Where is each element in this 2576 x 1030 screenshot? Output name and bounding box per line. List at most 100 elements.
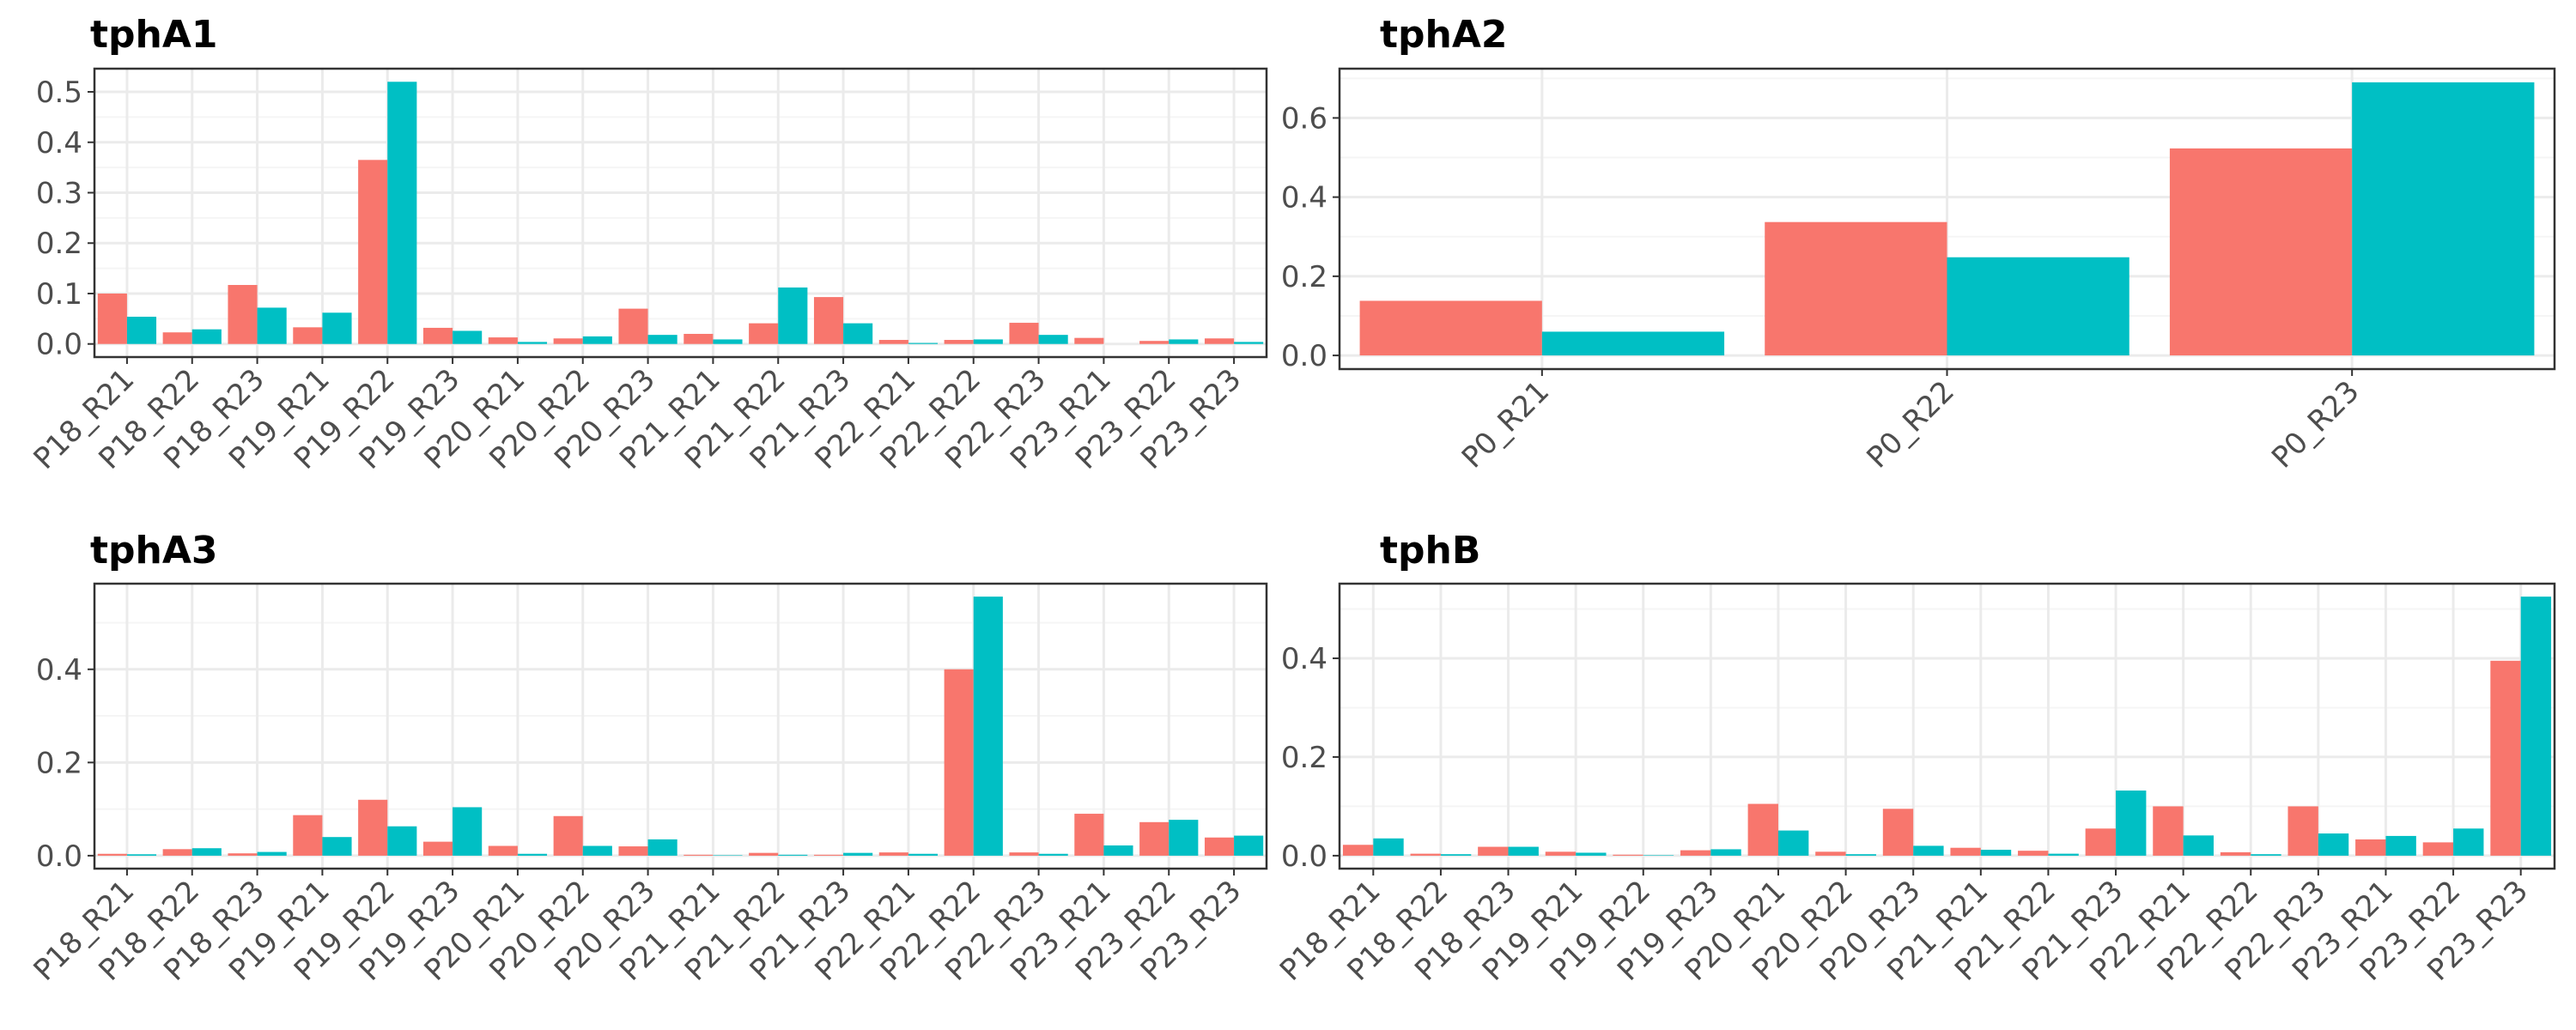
- bar-series2-P18_R21: [1373, 838, 1404, 856]
- y-tick-label: 0.5: [36, 76, 82, 110]
- bar-series2-P23_R23: [1234, 342, 1264, 344]
- bar-series2-P18_R22: [191, 329, 222, 344]
- bar-series2-P22_R22: [973, 597, 1003, 856]
- bar-series1-P0_R23: [2169, 148, 2353, 356]
- bar-series1-P0_R21: [1359, 300, 1542, 356]
- bar-series2-P19_R21: [1576, 852, 1607, 856]
- bar-series2-P0_R21: [1541, 331, 1725, 356]
- bar-series1-P23_R21: [1074, 337, 1104, 344]
- bar-series1-P20_R22: [1815, 851, 1846, 856]
- bar-series1-P21_R22: [749, 323, 779, 344]
- bar-series1-P22_R21: [878, 852, 908, 856]
- bar-series2-P23_R22: [1169, 820, 1199, 856]
- bar-series2-P20_R22: [1845, 854, 1876, 856]
- y-tick-label: 0.4: [1281, 181, 1327, 215]
- y-tick-label: 0.2: [36, 227, 82, 261]
- y-tick-label: 0.4: [1281, 642, 1327, 676]
- bar-series1-P21_R21: [683, 333, 714, 344]
- panel-border: [1338, 67, 2556, 371]
- bar-series1-P22_R23: [1009, 852, 1039, 856]
- bar-series2-P19_R22: [387, 826, 417, 856]
- bar-series2-P18_R23: [257, 851, 287, 856]
- bar-series2-P19_R23: [1710, 849, 1741, 856]
- x-tick-label: P0_R23: [2265, 374, 2366, 475]
- y-tick-label: 0.6: [1281, 101, 1327, 136]
- bar-series2-P19_R23: [453, 807, 483, 856]
- bar-series2-P23_R21: [2385, 835, 2416, 856]
- bar-series1-P23_R23: [1204, 837, 1235, 856]
- panel-border: [93, 582, 1268, 870]
- y-tick-label: 0.3: [36, 177, 82, 211]
- bar-series2-P20_R23: [647, 839, 677, 856]
- bar-series1-P23_R23: [1204, 338, 1235, 344]
- bar-series1-P21_R23: [2085, 828, 2117, 856]
- panel-border: [1338, 582, 2556, 870]
- x-tick-label: P0_R22: [1860, 374, 1960, 475]
- bar-series1-P21_R23: [813, 297, 844, 344]
- bar-series2-P20_R21: [517, 342, 548, 344]
- bar-series2-P19_R21: [322, 312, 352, 344]
- panel-title: tphB: [1380, 529, 1480, 573]
- chart-panel-2: 0.00.20.4P18_R21P18_R22P18_R23P19_R21P19…: [27, 529, 1268, 988]
- bar-series1-P22_R22: [944, 669, 974, 856]
- bar-series2-P23_R22: [1169, 339, 1199, 344]
- bar-series2-P23_R23: [1234, 835, 1264, 856]
- bar-series1-P18_R22: [162, 332, 192, 344]
- bar-series1-P20_R23: [618, 846, 648, 856]
- bar-series2-P18_R22: [191, 848, 222, 856]
- bar-series2-P19_R22: [387, 82, 417, 344]
- chart-panel-1: 0.0 0.2 0.4 0.6 P0_R21 P0_R22 P0_R23 tphA2: [1281, 13, 2556, 475]
- bar-series2-P0_R23: [2352, 82, 2535, 356]
- bar-series2-P19_R23: [453, 330, 483, 344]
- bar-series2-P23_R21: [1103, 845, 1133, 856]
- bar-series2-P20_R23: [647, 335, 677, 344]
- bar-series2-P19_R22: [1643, 855, 1674, 856]
- bar-series2-P21_R23: [843, 323, 873, 344]
- y-tick-label: 0.0: [1281, 839, 1327, 874]
- x-tick-label: P0_R21: [1455, 374, 1556, 475]
- bar-series1-P20_R22: [553, 338, 583, 344]
- chart-panel-3: 0.00.20.4P18_R21P18_R22P18_R23P19_R21P19…: [1273, 529, 2556, 988]
- bar-series2-P22_R22: [2251, 854, 2281, 856]
- bar-series1-P22_R22: [944, 340, 974, 344]
- panel-title: tphA1: [90, 13, 218, 57]
- bar-series2-P22_R23: [1038, 853, 1068, 856]
- bar-series1-P23_R21: [2355, 839, 2386, 856]
- y-tick-label: 0.2: [1281, 260, 1327, 294]
- bar-series1-P19_R21: [293, 815, 323, 856]
- bar-series1-P21_R21: [1950, 847, 1981, 856]
- bar-series1-P23_R22: [1139, 341, 1170, 344]
- bar-series2-P22_R21: [908, 342, 939, 344]
- bar-series1-P20_R23: [1882, 809, 1914, 856]
- bar-series2-P21_R21: [1980, 850, 2012, 856]
- y-tick-label: 0.0: [1281, 339, 1327, 373]
- bar-series1-P19_R23: [1680, 850, 1711, 856]
- y-tick-label: 0.0: [36, 328, 82, 362]
- bar-series1-P20_R21: [1747, 803, 1778, 856]
- bar-series2-P22_R23: [1038, 335, 1068, 344]
- bar-series1-P18_R21: [97, 853, 127, 856]
- bar-series2-P19_R21: [322, 837, 352, 856]
- bar-series1-P18_R22: [162, 849, 192, 856]
- plot-background: [1340, 584, 2555, 869]
- bar-series2-P23_R22: [2453, 828, 2484, 856]
- bar-series1-P19_R22: [358, 799, 388, 856]
- y-tick-label: 0.4: [36, 126, 82, 161]
- bar-series2-P20_R22: [582, 845, 612, 856]
- bar-series2-P18_R22: [1440, 854, 1472, 856]
- y-tick-label: 0.4: [36, 653, 82, 688]
- y-tick-label: 0.0: [36, 839, 82, 874]
- bar-series2-P22_R22: [973, 339, 1003, 344]
- bar-series1-P19_R21: [1545, 851, 1577, 856]
- bar-series2-P21_R23: [843, 852, 873, 856]
- bar-series1-P18_R23: [1478, 846, 1509, 856]
- bar-series1-P19_R23: [422, 841, 453, 856]
- panel-border: [93, 67, 1268, 359]
- bar-series1-P20_R21: [488, 845, 518, 856]
- bar-series1-P21_R23: [813, 854, 844, 856]
- bar-series1-P23_R21: [1074, 814, 1104, 856]
- bar-series2-P18_R23: [257, 307, 287, 344]
- bar-series1-P22_R23: [1009, 323, 1039, 344]
- bar-series1-P22_R21: [2153, 806, 2184, 856]
- bar-series1-P19_R23: [422, 327, 453, 344]
